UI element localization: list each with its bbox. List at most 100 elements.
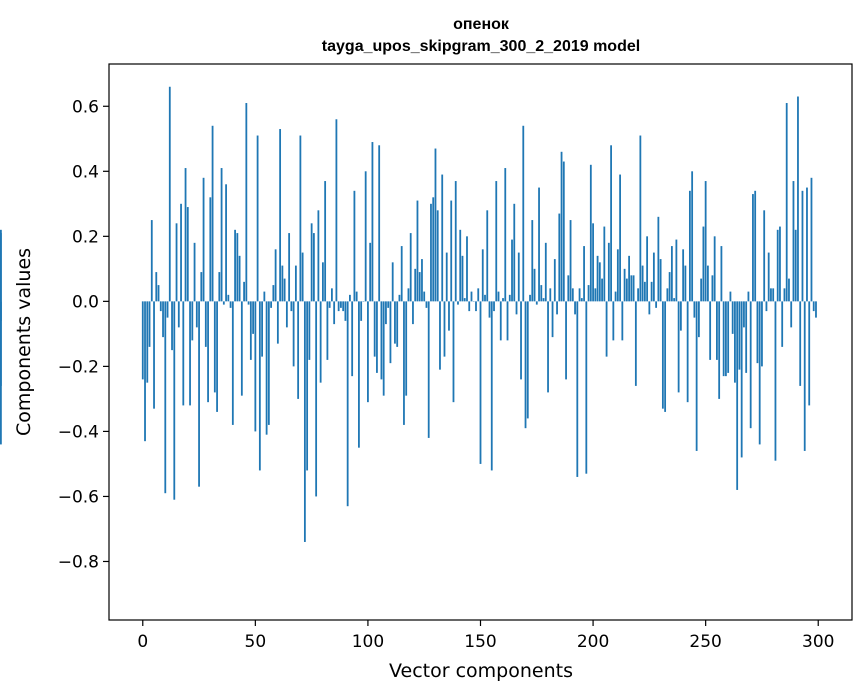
bar-113 — [396, 301, 399, 347]
bar-188 — [565, 301, 567, 380]
bar-33 — [216, 301, 218, 412]
x-tick-label-300: 300 — [802, 632, 834, 652]
bar-127 — [427, 301, 430, 438]
bar-257 — [720, 246, 723, 302]
bar-233 — [666, 288, 669, 302]
bar-130 — [434, 148, 437, 302]
bar-65 — [288, 233, 291, 302]
bar-14 — [173, 301, 176, 500]
bar-61 — [279, 129, 282, 302]
bar-165 — [513, 203, 516, 302]
bar-12 — [168, 86, 171, 302]
bar-204 — [601, 278, 603, 302]
bar-9 — [162, 301, 164, 338]
bar-123 — [418, 272, 421, 302]
bar-151 — [481, 249, 484, 302]
bar-109 — [387, 301, 390, 308]
y-tick-label-1: −0.6 — [58, 487, 99, 507]
bar-207 — [607, 242, 610, 302]
bar-50 — [254, 301, 257, 432]
bar-23 — [193, 242, 196, 302]
bar-228 — [655, 301, 658, 308]
bar-278 — [767, 252, 770, 302]
bar-73 — [306, 301, 309, 471]
bar-67 — [292, 301, 295, 367]
bar-0 — [141, 301, 144, 380]
bar-137 — [450, 200, 453, 302]
bar-264 — [736, 301, 739, 490]
bar-24 — [195, 301, 198, 328]
bar-18 — [182, 301, 185, 406]
bar-41 — [234, 229, 236, 302]
y-tick-label-2: −0.4 — [58, 422, 99, 442]
bar-186 — [560, 151, 563, 302]
bar-37 — [225, 184, 227, 302]
bar-222 — [641, 265, 644, 302]
bar-63 — [283, 278, 286, 302]
bar-85 — [333, 301, 336, 325]
bar-94 — [353, 190, 356, 302]
bar-260 — [727, 301, 730, 373]
bar-198 — [587, 285, 590, 302]
y-axis-label: Components values — [13, 248, 35, 436]
bar-218 — [632, 275, 635, 302]
bar-99 — [364, 171, 367, 302]
bar-209 — [612, 301, 615, 341]
bar-80 — [321, 262, 324, 302]
bar-283 — [779, 226, 781, 302]
bar-119 — [409, 233, 412, 302]
bar-259 — [725, 301, 727, 377]
bar-157 — [495, 181, 498, 302]
y-tick-label-3: −0.2 — [58, 357, 99, 377]
bar-59 — [274, 249, 277, 302]
bar-104 — [376, 301, 378, 373]
bar-110 — [389, 301, 392, 364]
bar-229 — [657, 216, 660, 302]
bar-120 — [412, 301, 414, 325]
bar-272 — [754, 190, 757, 302]
bar-238 — [677, 301, 680, 393]
bar-142 — [461, 255, 464, 302]
bar-191 — [571, 288, 574, 302]
bar-273 — [756, 301, 759, 364]
bar-1 — [144, 301, 146, 442]
bar-60 — [276, 301, 279, 344]
x-tick-label-250: 250 — [689, 632, 721, 652]
bar-53 — [261, 301, 263, 357]
bar-undefined — [0, 229, 2, 302]
bar-245 — [693, 301, 696, 318]
bar-223 — [643, 281, 646, 302]
bar-253 — [711, 275, 714, 302]
bar-54 — [263, 291, 266, 302]
bar-255 — [716, 301, 718, 360]
bar-134 — [443, 301, 446, 357]
bar-121 — [414, 268, 417, 302]
bar-205 — [603, 226, 606, 302]
bar-275 — [761, 301, 763, 367]
bar-297 — [810, 177, 813, 302]
bar-74 — [308, 301, 311, 360]
chart-subtitle: tayga_upos_skipgram_300_2_2019 model — [322, 38, 640, 55]
bar-197 — [585, 301, 588, 474]
bar-282 — [776, 229, 779, 302]
bar-124 — [421, 259, 423, 302]
bar-173 — [531, 220, 534, 302]
bar-115 — [400, 246, 403, 302]
bar-52 — [258, 301, 261, 471]
bar-105 — [378, 145, 381, 302]
bar-215 — [625, 278, 628, 302]
bar-91 — [346, 301, 349, 507]
bar-139 — [454, 181, 457, 302]
bar-154 — [488, 301, 491, 318]
bars-group — [0, 86, 817, 542]
bar-217 — [630, 275, 633, 302]
bar-290 — [794, 229, 797, 302]
bar-132 — [439, 301, 441, 370]
bar-261 — [729, 291, 732, 302]
bar-294 — [803, 301, 806, 451]
bar-241 — [684, 265, 687, 302]
bar-285 — [783, 288, 786, 302]
bar-156 — [493, 301, 495, 312]
bar-235 — [670, 246, 673, 302]
y-tick-label-6: 0.4 — [72, 162, 99, 182]
